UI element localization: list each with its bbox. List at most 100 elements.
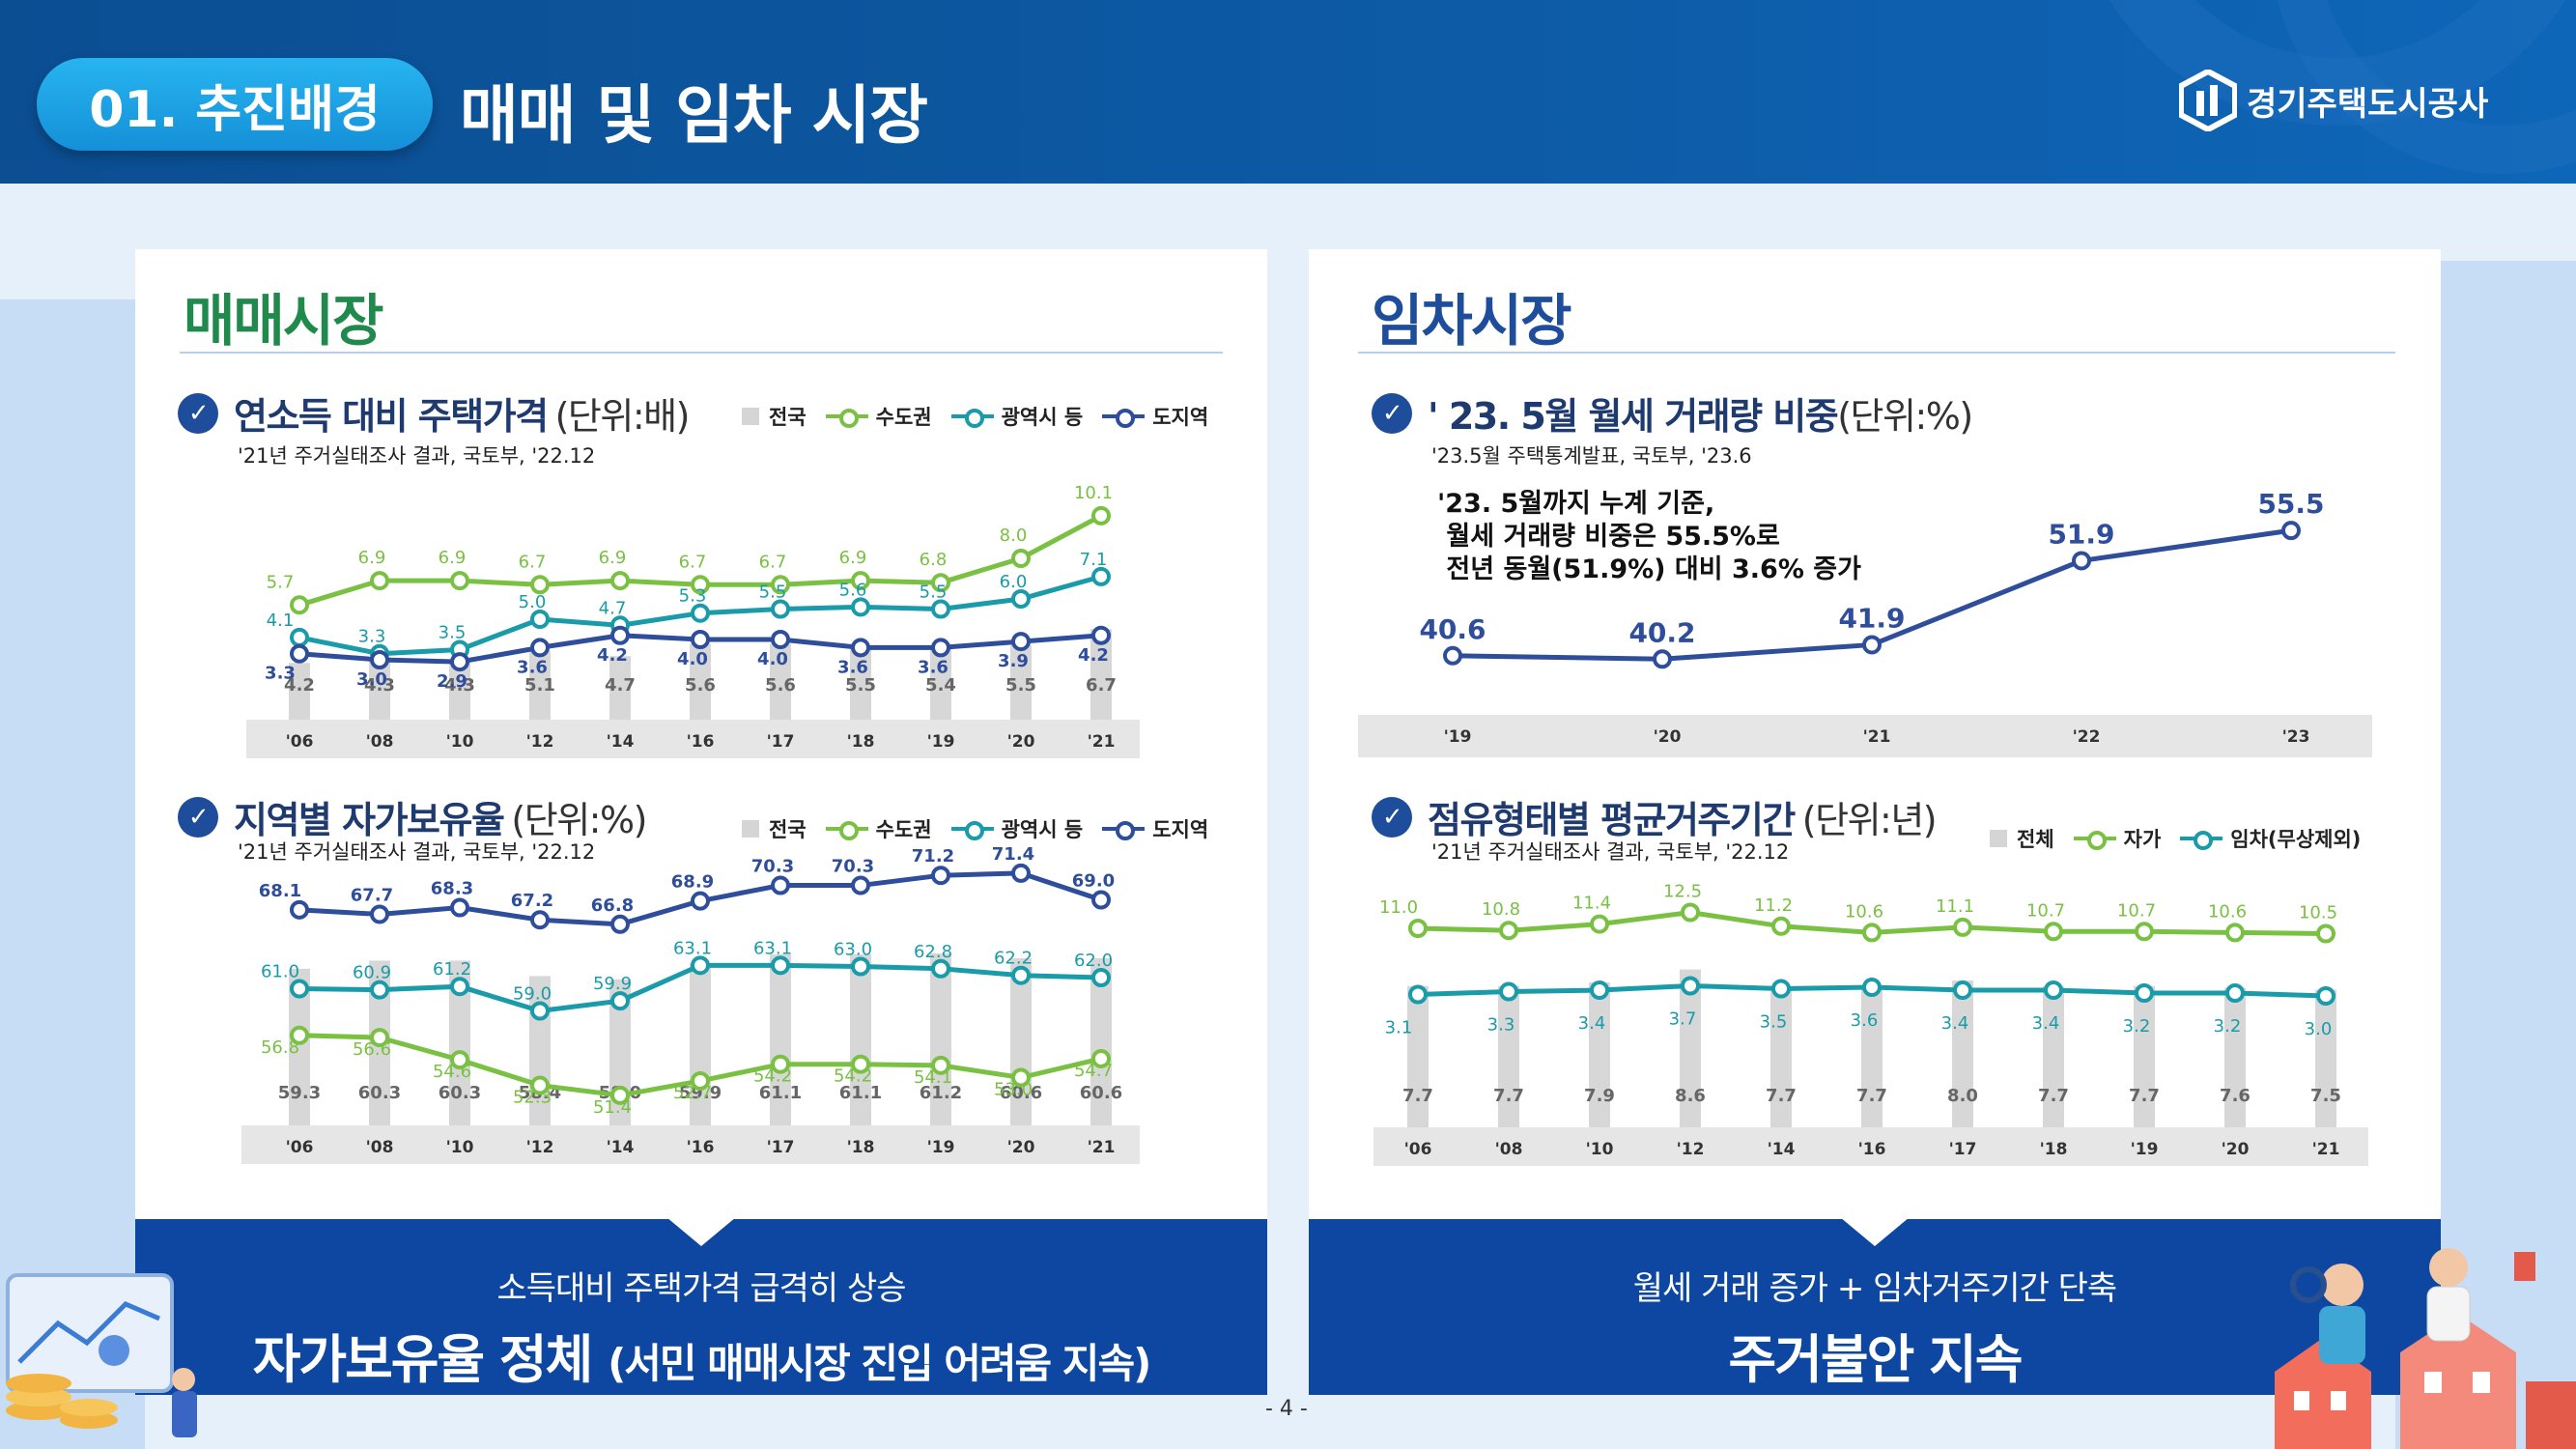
data-point	[530, 610, 550, 629]
x-axis-band	[1373, 1127, 2368, 1166]
legend-label: 전국	[769, 818, 807, 841]
data-point	[771, 630, 790, 649]
data-point	[1862, 978, 1882, 997]
chart2-plot: 59.360.360.358.458.059.961.161.161.260.6…	[241, 844, 1140, 1164]
bar-value-label: 7.7	[2129, 1086, 2160, 1106]
data-label: 6.8	[920, 550, 948, 570]
x-tick-label: '06	[286, 732, 314, 752]
data-point	[2135, 922, 2154, 942]
x-tick-label: '08	[1495, 1140, 1523, 1159]
bar	[1090, 629, 1112, 720]
data-label: 6.9	[599, 548, 627, 568]
data-point	[2135, 983, 2154, 1003]
x-tick-label: '14	[607, 732, 635, 752]
org-name: 경기주택도시공사	[2247, 84, 2489, 124]
legend-label: 임차(무상제외)	[2230, 828, 2362, 851]
x-tick-label: '16	[687, 732, 715, 752]
x-tick-label: '06	[1404, 1140, 1432, 1159]
data-label: 10.6	[1845, 901, 1883, 922]
data-label: 4.0	[757, 649, 788, 669]
x-axis-band	[246, 720, 1140, 758]
legend-item: 자가	[2073, 824, 2162, 853]
x-tick-label: '08	[366, 732, 394, 752]
data-point	[1091, 968, 1111, 987]
bar	[2315, 989, 2336, 1127]
bar	[1090, 957, 1112, 1125]
housing-people-illustration	[2275, 1248, 2576, 1449]
x-tick-label: '14	[607, 1138, 635, 1157]
x-tick-label: '18	[847, 1138, 875, 1157]
bar	[930, 646, 951, 720]
x-tick-label: '21	[1863, 727, 1891, 747]
data-label: 3.5	[439, 623, 467, 643]
legend-swatch-line	[950, 407, 994, 428]
data-label: 61.0	[261, 962, 299, 982]
data-point	[450, 1050, 469, 1070]
x-tick-label: '21	[1088, 1138, 1116, 1157]
coins-monitor-illustration	[6, 1273, 197, 1437]
data-point	[370, 650, 389, 669]
legend-item: 전체	[1990, 824, 2054, 853]
x-tick-label: '20	[2222, 1140, 2250, 1159]
data-label: 70.3	[751, 857, 794, 877]
data-point	[2281, 521, 2301, 541]
data-point	[1091, 566, 1111, 586]
chart4-legend: 전체 자가 임차(무상제외)	[1990, 824, 2380, 853]
legend-label: 자가	[2123, 828, 2162, 851]
x-tick-label: '12	[526, 732, 554, 752]
data-point	[370, 1028, 389, 1048]
gh-logo-icon	[2179, 70, 2237, 131]
data-point	[610, 914, 630, 934]
data-label: 3.3	[265, 664, 296, 684]
data-point	[691, 603, 710, 623]
page-title: 매매 및 임차 시장	[460, 78, 928, 153]
data-label: 59.9	[593, 974, 632, 994]
data-point	[691, 955, 710, 976]
x-tick-label: '12	[1677, 1140, 1705, 1159]
x-tick-label: '14	[1768, 1140, 1796, 1159]
data-label: 11.4	[1572, 894, 1611, 914]
x-tick-label: '19	[927, 732, 955, 752]
x-tick-label: '16	[687, 1138, 715, 1157]
data-label: 5.5	[920, 582, 948, 603]
bar-value-label: 8.6	[1675, 1086, 1706, 1106]
legend-swatch-bar	[1990, 830, 2007, 847]
data-label: 56.8	[261, 1037, 299, 1058]
bar	[1407, 985, 1429, 1127]
data-point	[1953, 917, 1972, 937]
x-tick-label: '17	[767, 1138, 795, 1157]
data-label: 63.0	[834, 940, 872, 960]
data-label: 5.7	[267, 572, 295, 592]
bar-value-label: 5.6	[685, 675, 716, 696]
legend-swatch-line	[825, 819, 868, 840]
data-label: 62.2	[994, 949, 1033, 969]
x-tick-label: '20	[1007, 1138, 1035, 1157]
data-label: 3.0	[2305, 1019, 2333, 1039]
data-label: 3.4	[1578, 1013, 1606, 1034]
data-point	[931, 958, 950, 979]
bar-value-label: 7.7	[2038, 1086, 2069, 1106]
bar	[449, 661, 470, 720]
check-icon: ✓	[1372, 392, 1412, 434]
x-tick-label: '17	[767, 732, 795, 752]
bar-value-label: 5.5	[1005, 675, 1036, 696]
data-label: 63.1	[673, 938, 712, 958]
data-label: 62.8	[914, 942, 952, 962]
bar	[369, 661, 390, 720]
chart1-title: 연소득 대비 주택가격	[234, 395, 549, 438]
data-point	[610, 1085, 630, 1105]
data-label: 4.2	[1078, 645, 1109, 666]
chart3-title: ' 23. 5월 월세 거래량 비중	[1428, 395, 1839, 438]
data-label: 5.3	[679, 586, 707, 607]
x-tick-label: '18	[2040, 1140, 2068, 1159]
data-label: 10.7	[2117, 900, 2156, 921]
x-tick-label: '12	[526, 1138, 554, 1157]
legend-label: 도지역	[1152, 406, 1209, 429]
bar-value-label: 61.1	[839, 1083, 882, 1103]
data-point	[691, 575, 710, 595]
data-point	[1408, 984, 1428, 1005]
chart3-heading: ✓ ' 23. 5월 월세 거래량 비중 (단위:%)	[1372, 386, 1973, 440]
data-point	[1011, 632, 1031, 652]
x-tick-label: '10	[1586, 1140, 1614, 1159]
data-point	[1091, 505, 1111, 526]
